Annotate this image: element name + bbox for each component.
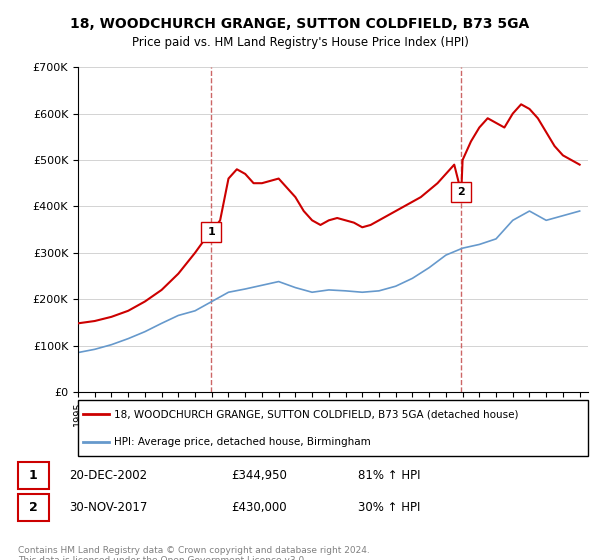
Text: £430,000: £430,000 [231, 501, 287, 514]
FancyBboxPatch shape [78, 400, 588, 456]
Text: 1: 1 [207, 227, 215, 237]
Text: 20-DEC-2002: 20-DEC-2002 [70, 469, 148, 482]
Text: HPI: Average price, detached house, Birmingham: HPI: Average price, detached house, Birm… [114, 437, 370, 447]
Text: 18, WOODCHURCH GRANGE, SUTTON COLDFIELD, B73 5GA: 18, WOODCHURCH GRANGE, SUTTON COLDFIELD,… [70, 17, 530, 31]
Text: 2: 2 [457, 188, 465, 198]
FancyBboxPatch shape [18, 462, 49, 489]
FancyBboxPatch shape [18, 494, 49, 521]
Text: Price paid vs. HM Land Registry's House Price Index (HPI): Price paid vs. HM Land Registry's House … [131, 36, 469, 49]
Text: 18, WOODCHURCH GRANGE, SUTTON COLDFIELD, B73 5GA (detached house): 18, WOODCHURCH GRANGE, SUTTON COLDFIELD,… [114, 409, 518, 419]
Text: 30-NOV-2017: 30-NOV-2017 [70, 501, 148, 514]
Text: 2: 2 [29, 501, 38, 514]
Text: 30% ↑ HPI: 30% ↑ HPI [358, 501, 420, 514]
Text: £344,950: £344,950 [231, 469, 287, 482]
Text: Contains HM Land Registry data © Crown copyright and database right 2024.
This d: Contains HM Land Registry data © Crown c… [18, 546, 370, 560]
Text: 1: 1 [29, 469, 38, 482]
Text: 81% ↑ HPI: 81% ↑ HPI [358, 469, 420, 482]
